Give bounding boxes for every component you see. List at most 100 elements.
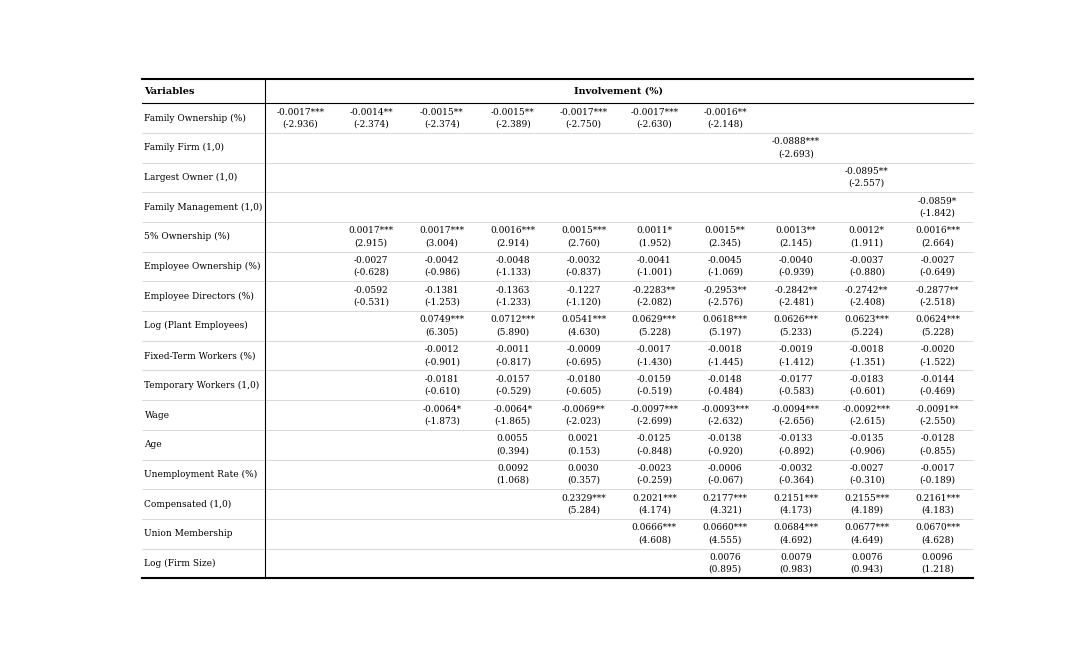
Text: (0.394): (0.394)	[497, 446, 529, 455]
Text: 0.0015***: 0.0015***	[560, 227, 606, 236]
Text: -0.0592: -0.0592	[354, 286, 388, 295]
Text: -0.0177: -0.0177	[779, 375, 814, 384]
Text: -0.0064*: -0.0064*	[493, 404, 532, 413]
Text: Log (Firm Size): Log (Firm Size)	[145, 559, 216, 568]
Text: Log (Plant Employees): Log (Plant Employees)	[145, 322, 248, 331]
Text: (-2.408): (-2.408)	[848, 298, 885, 307]
Text: (4.183): (4.183)	[921, 506, 954, 514]
Text: 0.0015**: 0.0015**	[704, 227, 745, 236]
Text: (4.189): (4.189)	[850, 506, 883, 514]
Text: 0.0016***: 0.0016***	[490, 227, 536, 236]
Text: 0.0670***: 0.0670***	[915, 523, 960, 533]
Text: -0.0159: -0.0159	[637, 375, 672, 384]
Text: (4.321): (4.321)	[709, 506, 741, 514]
Text: 0.0096: 0.0096	[922, 553, 953, 562]
Text: (4.649): (4.649)	[850, 535, 883, 544]
Text: 0.2155***: 0.2155***	[844, 493, 889, 503]
Text: (-0.610): (-0.610)	[424, 387, 460, 396]
Text: Family Firm (1,0): Family Firm (1,0)	[145, 143, 224, 152]
Text: (-0.880): (-0.880)	[848, 268, 885, 277]
Text: (-2.936): (-2.936)	[282, 120, 318, 128]
Text: (-2.699): (-2.699)	[636, 417, 672, 426]
Text: 5% Ownership (%): 5% Ownership (%)	[145, 232, 230, 242]
Text: (-1.233): (-1.233)	[494, 298, 530, 307]
Text: (-0.601): (-0.601)	[848, 387, 885, 396]
Text: (-2.656): (-2.656)	[778, 417, 814, 426]
Text: -0.0016**: -0.0016**	[703, 107, 747, 117]
Text: (-2.082): (-2.082)	[636, 298, 672, 307]
Text: -0.0027: -0.0027	[921, 256, 954, 265]
Text: -0.0895**: -0.0895**	[845, 167, 888, 176]
Text: -0.0020: -0.0020	[921, 345, 954, 354]
Text: (-2.630): (-2.630)	[636, 120, 672, 128]
Text: -0.0094***: -0.0094***	[771, 404, 820, 413]
Text: (-0.531): (-0.531)	[353, 298, 390, 307]
Text: 0.0677***: 0.0677***	[844, 523, 889, 533]
Text: (2.760): (2.760)	[567, 238, 601, 247]
Text: 0.0712***: 0.0712***	[490, 316, 536, 324]
Text: -0.0093***: -0.0093***	[701, 404, 749, 413]
Text: -0.0064*: -0.0064*	[422, 404, 462, 413]
Text: 0.0016***: 0.0016***	[915, 227, 960, 236]
Text: (-0.855): (-0.855)	[920, 446, 955, 455]
Text: (-2.518): (-2.518)	[920, 298, 955, 307]
Text: (4.174): (4.174)	[638, 506, 671, 514]
Text: 0.0017***: 0.0017***	[348, 227, 394, 236]
Text: -0.0092***: -0.0092***	[843, 404, 890, 413]
Text: (2.914): (2.914)	[497, 238, 529, 247]
Text: (-0.695): (-0.695)	[566, 357, 602, 366]
Text: 0.2151***: 0.2151***	[774, 493, 818, 503]
Text: -0.2953**: -0.2953**	[703, 286, 747, 295]
Text: (0.983): (0.983)	[779, 565, 813, 574]
Text: 0.0076: 0.0076	[710, 553, 741, 562]
Text: -0.2283**: -0.2283**	[633, 286, 676, 295]
Text: -0.1227: -0.1227	[566, 286, 601, 295]
Text: (1.218): (1.218)	[921, 565, 954, 574]
Text: -0.0138: -0.0138	[708, 434, 742, 443]
Text: (-0.906): (-0.906)	[848, 446, 885, 455]
Text: Involvement (%): Involvement (%)	[575, 87, 663, 96]
Text: -0.0040: -0.0040	[779, 256, 814, 265]
Text: 0.0011*: 0.0011*	[636, 227, 672, 236]
Text: (-2.615): (-2.615)	[848, 417, 885, 426]
Text: (-0.310): (-0.310)	[848, 476, 885, 485]
Text: (5.228): (5.228)	[638, 327, 671, 337]
Text: (1.952): (1.952)	[638, 238, 671, 247]
Text: -0.0045: -0.0045	[708, 256, 742, 265]
Text: -0.0018: -0.0018	[708, 345, 742, 354]
Text: -0.0128: -0.0128	[921, 434, 954, 443]
Text: Family Management (1,0): Family Management (1,0)	[145, 202, 263, 212]
Text: -0.0125: -0.0125	[637, 434, 672, 443]
Text: -0.0019: -0.0019	[779, 345, 814, 354]
Text: -0.0037: -0.0037	[849, 256, 884, 265]
Text: (-0.901): (-0.901)	[424, 357, 460, 366]
Text: (4.555): (4.555)	[709, 535, 742, 544]
Text: (1.068): (1.068)	[497, 476, 529, 485]
Text: 0.0684***: 0.0684***	[774, 523, 818, 533]
Text: (-0.529): (-0.529)	[494, 387, 531, 396]
Text: (-0.628): (-0.628)	[353, 268, 390, 277]
Text: 0.0017***: 0.0017***	[420, 227, 464, 236]
Text: 0.0079: 0.0079	[780, 553, 812, 562]
Text: (5.890): (5.890)	[497, 327, 529, 337]
Text: -0.0017***: -0.0017***	[276, 107, 325, 117]
Text: (1.911): (1.911)	[850, 238, 883, 247]
Text: 0.0660***: 0.0660***	[702, 523, 748, 533]
Text: Union Membership: Union Membership	[145, 529, 233, 538]
Text: 0.2329***: 0.2329***	[562, 493, 606, 503]
Text: 0.0624***: 0.0624***	[915, 316, 960, 324]
Text: 0.0626***: 0.0626***	[774, 316, 818, 324]
Text: -0.0135: -0.0135	[849, 434, 884, 443]
Text: (-1.001): (-1.001)	[636, 268, 672, 277]
Text: (0.895): (0.895)	[709, 565, 742, 574]
Text: -0.0041: -0.0041	[637, 256, 672, 265]
Text: Variables: Variables	[145, 87, 195, 96]
Text: (0.943): (0.943)	[850, 565, 883, 574]
Text: (-2.148): (-2.148)	[708, 120, 743, 128]
Text: (-0.519): (-0.519)	[636, 387, 672, 396]
Text: 0.0629***: 0.0629***	[632, 316, 677, 324]
Text: (-1.133): (-1.133)	[494, 268, 530, 277]
Text: (-2.632): (-2.632)	[708, 417, 743, 426]
Text: 0.0076: 0.0076	[850, 553, 883, 562]
Text: -0.1381: -0.1381	[425, 286, 459, 295]
